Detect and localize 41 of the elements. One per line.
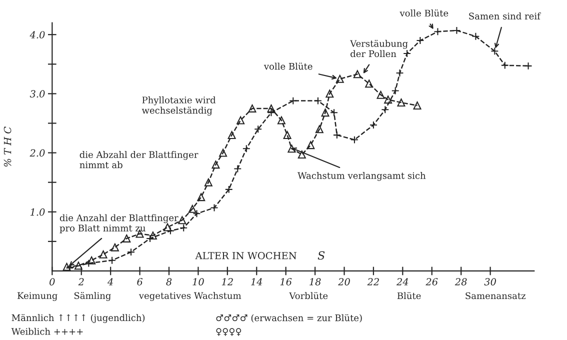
y-tick-label: 1.0 [30, 208, 45, 216]
text: ♂♂♂♂ (erwachsen = zur Blüte) [216, 314, 362, 323]
annotation: die Abzahl der Blattfinger nimmt ab [80, 151, 198, 168]
x-tick-label: 20 [338, 278, 350, 286]
x-tick-label: 30 [484, 278, 496, 286]
annotation: Phyllotaxie wird wechselständig [142, 96, 216, 116]
annotation: Wachstum verlangsamt sich [298, 172, 426, 181]
x-tick-label: 8 [166, 278, 172, 286]
text: Vorblüte [289, 292, 328, 300]
text: Blüte [397, 292, 421, 300]
annotation: S [318, 251, 325, 260]
x-axis-title: ALTER IN WOCHEN [195, 252, 296, 260]
annotation: Verstäubung der Pollen [350, 40, 408, 58]
text: Sämling [74, 292, 111, 301]
y-tick-label: 3.0 [30, 90, 45, 98]
annotation: volle Blüte [264, 62, 312, 70]
annotation: die Anzahl der Blattfinger pro Blatt nimmt zu [60, 214, 178, 234]
text: Weiblich ++++ [11, 328, 83, 335]
y-tick-label: 2.0 [30, 149, 45, 157]
x-tick-label: 10 [192, 278, 204, 286]
annotation: Samen sind reif [469, 12, 541, 20]
x-tick-label: 18 [310, 278, 321, 286]
annotation: volle Blüte [400, 9, 448, 17]
x-tick-label: 16 [280, 278, 292, 286]
text: vegetatives Wachstum [138, 292, 242, 301]
y-axis-title: % T H C [4, 126, 12, 167]
x-tick-label: 22 [367, 278, 379, 286]
text: Männlich ↑↑↑↑ (jugendlich) [12, 314, 145, 323]
x-tick-label: 14 [251, 278, 262, 286]
y-tick-label: 4.0 [30, 31, 45, 38]
text: Samenansatz [466, 292, 526, 300]
x-tick-label: 2 [78, 278, 84, 286]
x-tick-label: 12 [222, 278, 233, 286]
text: ♀♀♀♀ [216, 328, 242, 336]
x-tick-label: 6 [137, 278, 143, 286]
x-tick-label: 4 [107, 278, 113, 286]
x-tick-label: 0 [50, 278, 55, 286]
x-tick-label: 28 [454, 278, 467, 286]
x-tick-label: 24 [396, 278, 408, 286]
x-tick-label: 26 [426, 278, 438, 286]
text: Keimung [18, 292, 58, 301]
